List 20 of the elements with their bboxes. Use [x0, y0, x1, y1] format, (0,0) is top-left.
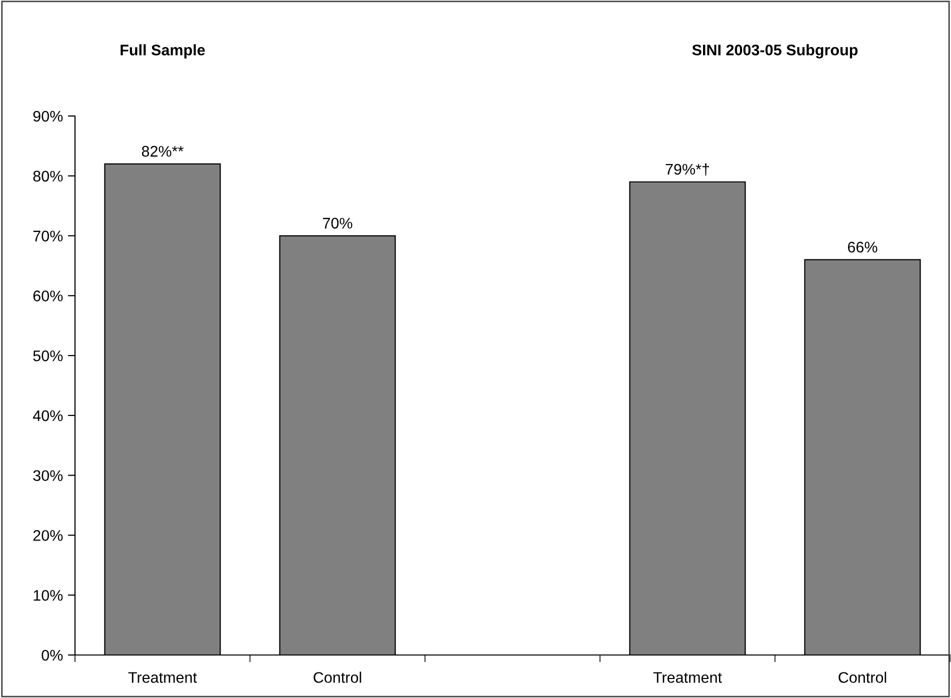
y-tick-label: 70% — [33, 230, 63, 242]
data-label: 70% — [322, 218, 352, 229]
x-tick-label: Control — [838, 672, 886, 683]
y-tick-label: 60% — [33, 290, 63, 302]
data-label: 82%** — [142, 146, 184, 157]
data-label: 79%*† — [666, 163, 709, 176]
y-tick-label: 10% — [34, 590, 63, 601]
y-tick-label: 80% — [33, 170, 63, 182]
x-tick-label: Treatment — [653, 672, 722, 683]
x-tick-label: Treatment — [128, 672, 197, 683]
y-tick-label: 30% — [33, 470, 63, 482]
x-tick-label: Control — [314, 672, 362, 683]
y-tick-label: 50% — [33, 350, 63, 362]
y-tick-label: 40% — [32, 410, 63, 422]
y-tick-label: 0% — [42, 650, 63, 661]
text: SINI 2003-05 Subgroup — [692, 44, 858, 58]
data-label: 66% — [848, 242, 878, 253]
y-tick-label: 20% — [33, 530, 63, 541]
y-tick-label: 90% — [33, 110, 63, 122]
text: Full Sample — [120, 44, 205, 58]
